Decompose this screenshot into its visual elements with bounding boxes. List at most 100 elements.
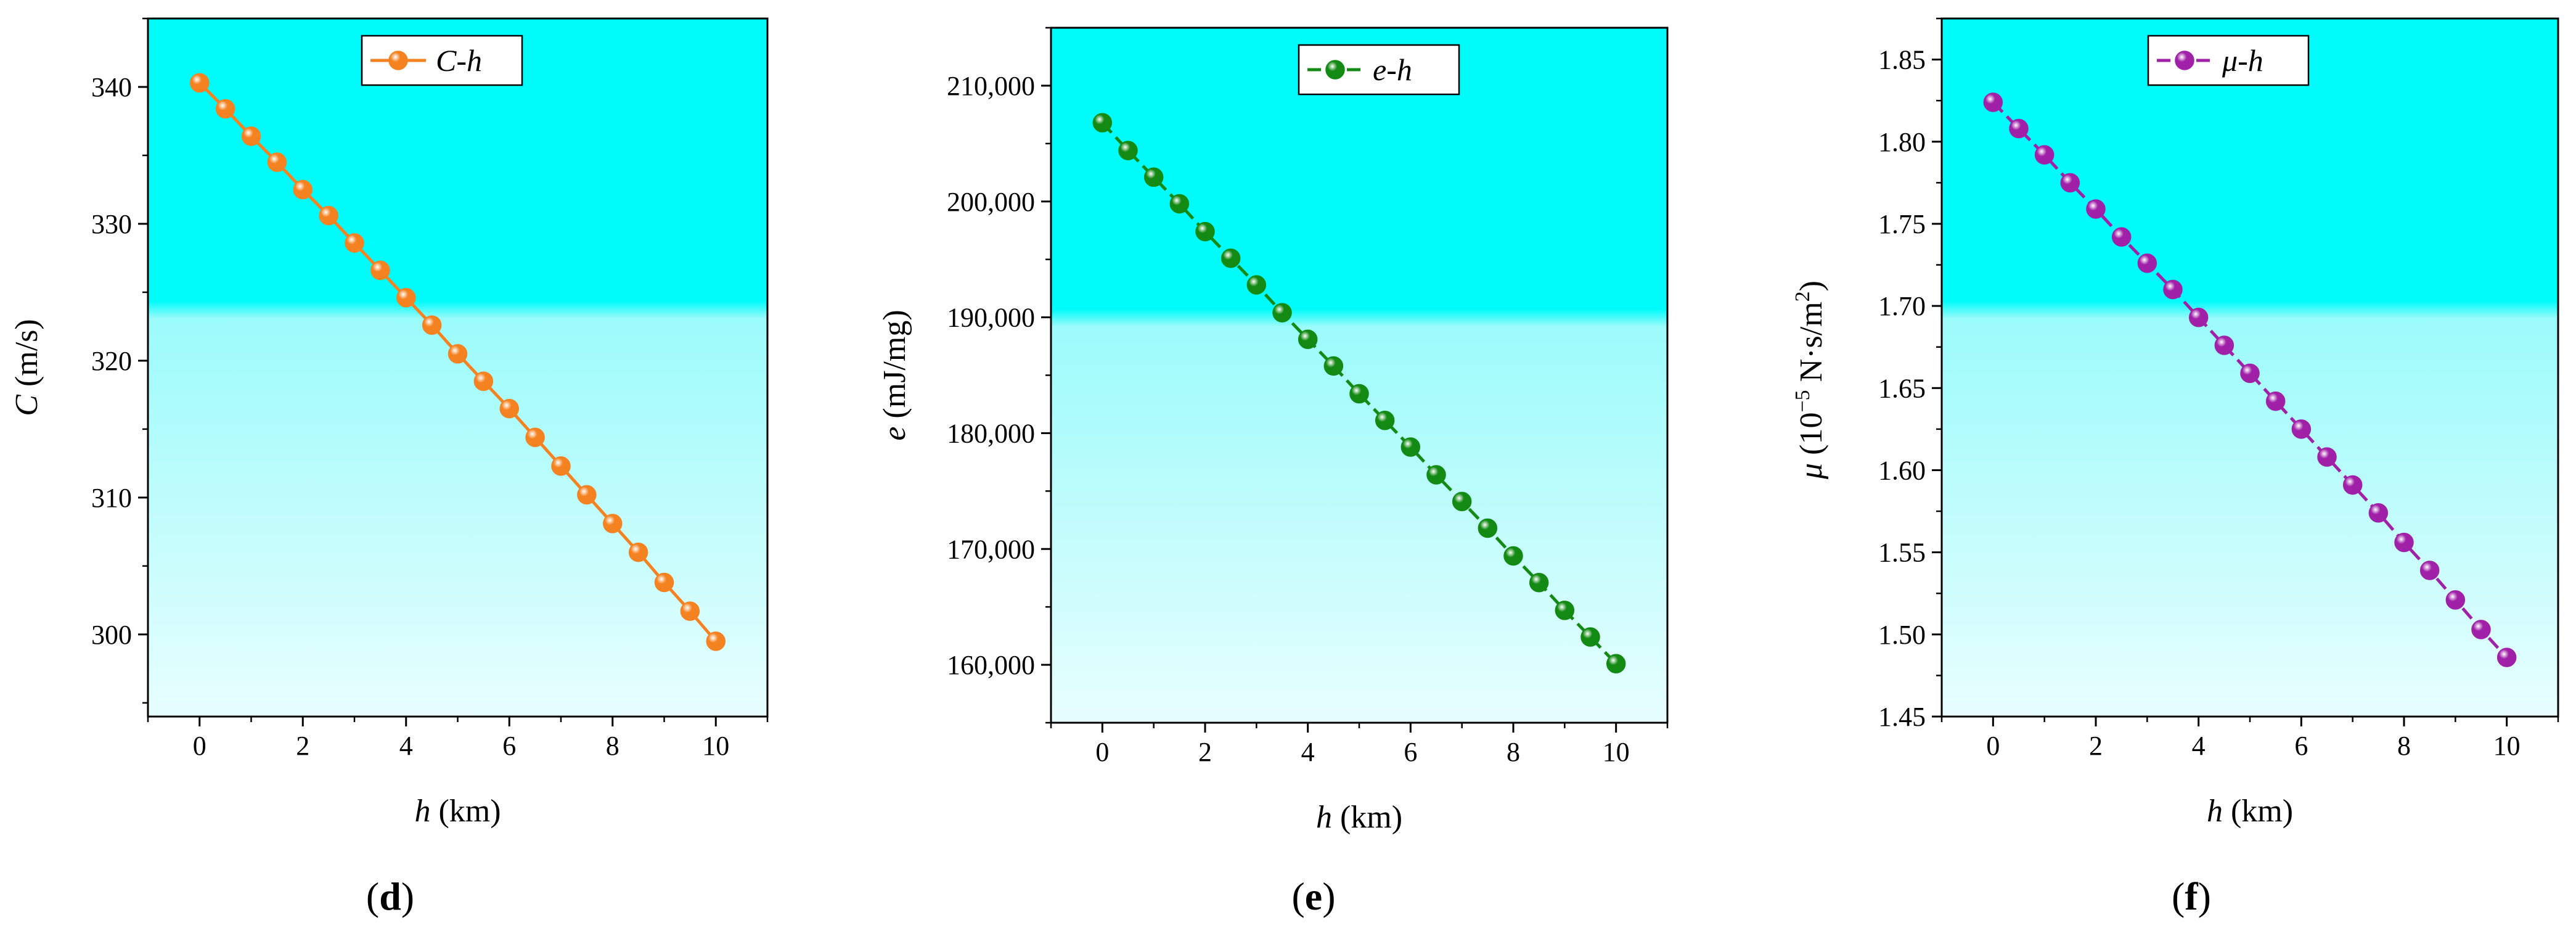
legend: μ-h [2147, 35, 2310, 86]
data-point [2496, 647, 2517, 667]
y-tick-label: 160,000 [947, 650, 1035, 680]
data-point [1555, 601, 1575, 620]
data-point [2471, 620, 2491, 639]
plot-area [1051, 28, 1667, 723]
data-point [1606, 654, 1626, 673]
x-axis-label: h (km) [1316, 800, 1402, 835]
data-point [1092, 113, 1113, 133]
data-point [706, 631, 726, 651]
data-point [603, 514, 623, 533]
axes-frame [1940, 17, 2559, 718]
legend: e-h [1298, 44, 1460, 96]
data-point [1400, 437, 1421, 457]
data-point [1529, 572, 1549, 593]
data-point [1143, 167, 1164, 187]
data-point [267, 152, 287, 172]
data-point [2034, 145, 2055, 165]
data-point [1503, 546, 1523, 566]
y-axis-label: e (mJ/mg) [877, 310, 912, 440]
series-line [1101, 121, 1617, 665]
data-point [1426, 465, 1446, 485]
legend-label: C-h [436, 43, 482, 78]
data-point [2137, 253, 2157, 273]
x-tick-label: 4 [1301, 737, 1315, 767]
y-tick-label: 320 [91, 346, 132, 376]
x-tick-label: 10 [702, 731, 729, 761]
data-point [1118, 141, 1138, 160]
data-point [2368, 503, 2389, 523]
data-point [2265, 391, 2286, 411]
x-tick-label: 10 [1603, 737, 1630, 767]
y-tick-label: 1.60 [1878, 455, 1926, 485]
data-point [577, 485, 597, 505]
data-point [2111, 227, 2132, 247]
data-point [2445, 590, 2466, 610]
data-point [422, 315, 442, 335]
y-tick-label: 1.70 [1878, 291, 1926, 321]
series-line [1992, 101, 2508, 659]
data-point [1983, 92, 2003, 112]
data-point [2086, 199, 2106, 219]
y-tick-label: 330 [91, 209, 132, 239]
axes-frame [147, 17, 769, 718]
x-tick-label: 2 [1198, 737, 1212, 767]
data-point [1272, 303, 1292, 323]
y-tick-label: 1.50 [1878, 620, 1926, 650]
data-point [1375, 411, 1395, 430]
data-point [1246, 275, 1267, 295]
data-point [345, 233, 364, 253]
panel-label: (e) [1291, 874, 1335, 918]
data-point [396, 288, 416, 308]
data-point [2342, 475, 2363, 495]
data-point [448, 344, 468, 364]
data-point [2317, 447, 2337, 467]
legend-marker [388, 51, 408, 70]
chart-panel-f: 0 2 4 6 8 10 1.45 1.50 1.55 1.60 1.65 1.70 1.75 1.80 1… [1791, 17, 2559, 918]
x-tick-label: 6 [2294, 731, 2308, 761]
y-axis-label: C (m/s) [9, 319, 44, 416]
panel-label: (f) [2172, 874, 2211, 918]
y-tick-label: 1.55 [1878, 538, 1926, 568]
data-point [2163, 279, 2183, 300]
x-tick-label: 10 [2493, 731, 2521, 761]
data-point [215, 99, 235, 119]
legend-marker [2175, 51, 2194, 70]
data-point [499, 398, 519, 419]
x-tick-label: 8 [1507, 737, 1520, 767]
panel-label: (d) [366, 874, 414, 918]
data-point [2394, 532, 2414, 553]
y-tick-label: 300 [91, 620, 132, 650]
data-point [2188, 308, 2209, 327]
data-point [525, 427, 545, 447]
x-tick-label: 0 [1986, 731, 2000, 761]
x-tick-label: 4 [2192, 731, 2206, 761]
y-tick-label: 200,000 [947, 187, 1035, 217]
data-point [1298, 329, 1318, 350]
data-point [2060, 173, 2080, 193]
data-point [2240, 363, 2260, 384]
x-tick-label: 6 [502, 731, 516, 761]
legend-label: e-h [1373, 52, 1412, 87]
data-point [1195, 221, 1215, 242]
data-point [1478, 518, 1498, 538]
data-point [2419, 561, 2440, 580]
y-tick-label: 1.65 [1878, 373, 1926, 403]
x-tick-label: 0 [1095, 737, 1109, 767]
y-tick-label: 340 [91, 72, 132, 102]
data-point [241, 126, 261, 146]
data-point [473, 371, 494, 391]
data-point [654, 572, 674, 593]
data-point [628, 542, 648, 562]
y-tick-label: 190,000 [947, 303, 1035, 333]
y-tick-label: 180,000 [947, 418, 1035, 448]
data-point [1580, 627, 1600, 647]
data-point [1323, 356, 1344, 376]
axes-frame [1050, 27, 1669, 724]
data-point [1221, 249, 1241, 268]
y-tick-label: 1.75 [1878, 209, 1926, 239]
legend-marker [1325, 60, 1345, 80]
data-point [551, 456, 571, 476]
y-tick-label: 170,000 [947, 534, 1035, 564]
y-tick-label: 1.85 [1878, 45, 1926, 75]
